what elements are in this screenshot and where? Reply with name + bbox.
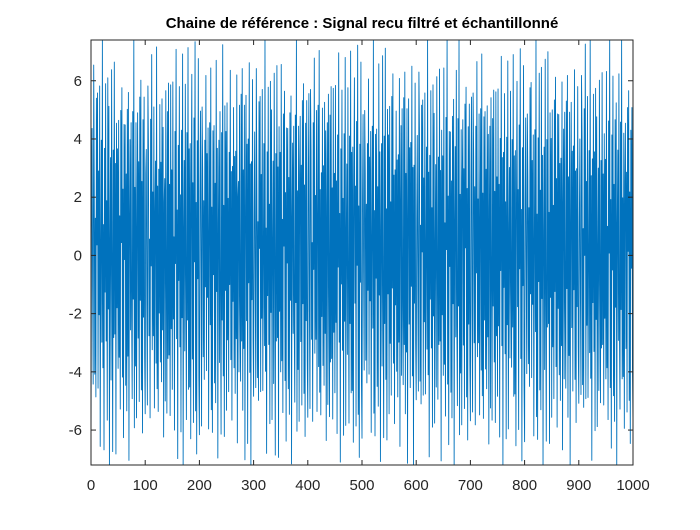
x-tick-label: 500 (349, 477, 374, 494)
x-tick-label: 200 (187, 477, 212, 494)
x-tick-label: 600 (404, 477, 429, 494)
x-tick-label: 800 (512, 477, 537, 494)
y-tick-label: -6 (69, 422, 82, 439)
x-tick-label: 0 (87, 477, 95, 494)
y-tick-label: 2 (74, 189, 82, 206)
x-tick-label: 1000 (616, 477, 649, 494)
x-tick-label: 400 (295, 477, 320, 494)
y-tick-label: 4 (74, 131, 82, 148)
series-layer (90, 39, 634, 466)
x-axis-ticks: 0 100 200 300 400 500 600 700 800 900 1000 (87, 40, 650, 494)
y-tick-label: -2 (69, 306, 82, 323)
y-tick-label: -4 (69, 364, 82, 381)
x-tick-label: 100 (133, 477, 158, 494)
chart-title: Chaine de référence : Signal recu filtré… (166, 15, 559, 32)
x-tick-label: 900 (566, 477, 591, 494)
y-tick-label: 6 (74, 73, 82, 90)
y-tick-label: 0 (74, 247, 82, 264)
signal-series-line-0 (90, 39, 634, 466)
x-tick-label: 700 (458, 477, 483, 494)
x-tick-label: 300 (241, 477, 266, 494)
y-axis-ticks: -6 -4 -2 0 2 4 6 (69, 73, 633, 439)
